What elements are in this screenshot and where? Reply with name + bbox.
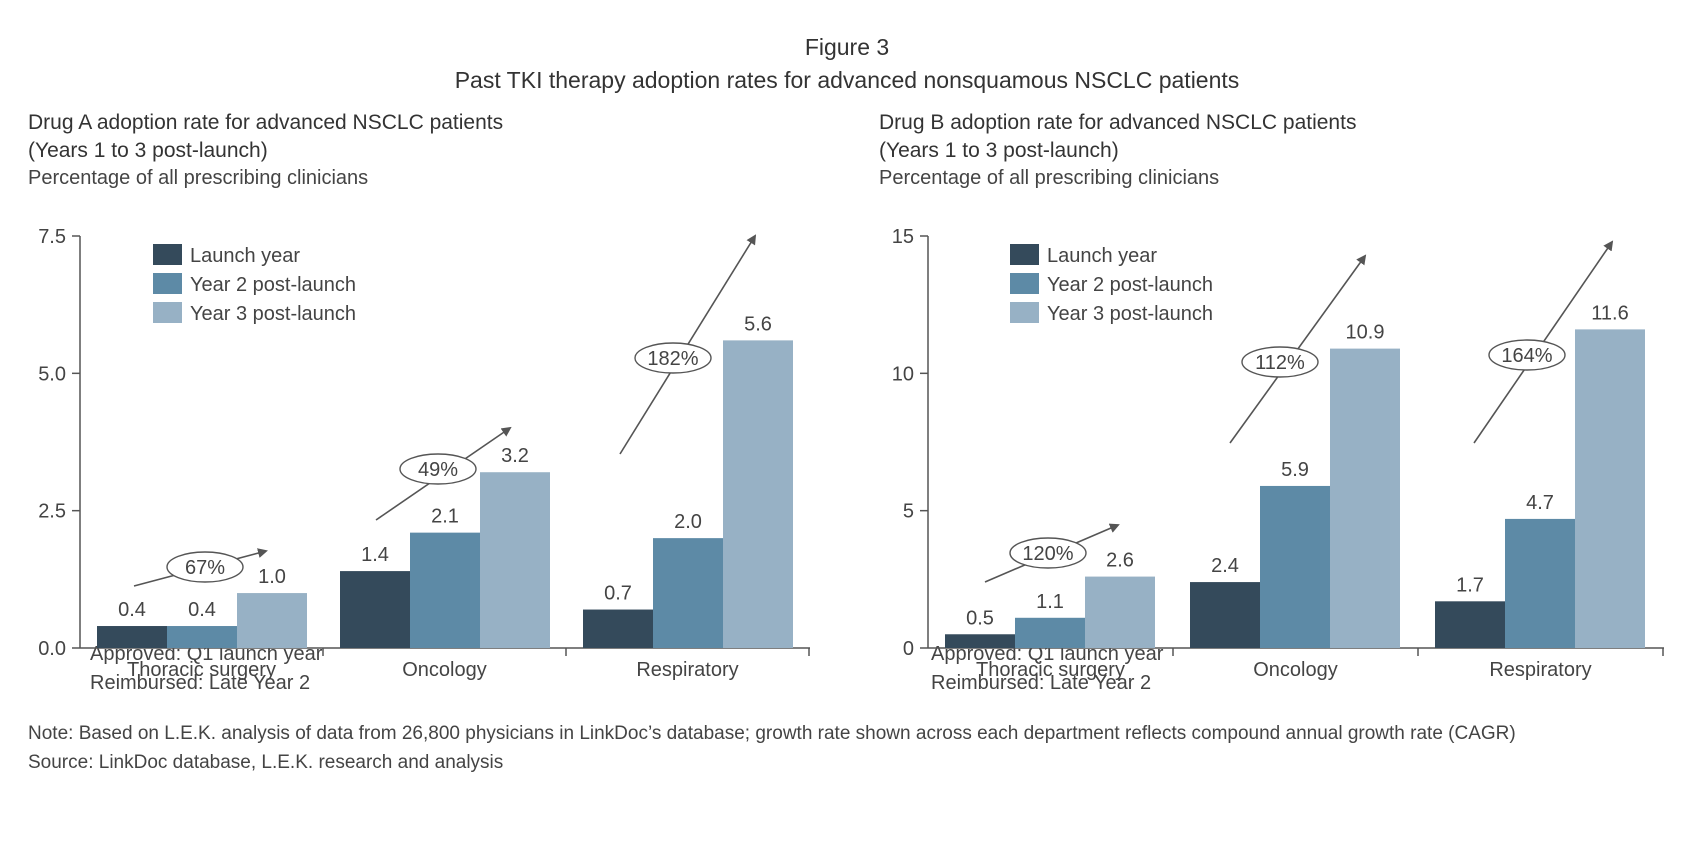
chart-b-bar-value-label: 2.4 [1211, 555, 1239, 577]
chart-b-bar-2-2 [1260, 485, 1330, 648]
chart-a-legend-label-2: Year 2 post-launch [190, 274, 356, 296]
chart-a-growth-label-2: 49% [418, 459, 458, 481]
chart-b-x-tick-label: Respiratory [1489, 659, 1591, 681]
chart-a-y-tick-label: 0.0 [38, 638, 66, 660]
figure-label: Figure 3 [804, 34, 890, 60]
chart-a-reimbursed-note: Reimbursed: Late Year 2 [90, 672, 311, 694]
chart-a-bar-1-2 [340, 571, 410, 648]
chart-a-bar-3-2 [480, 472, 550, 648]
chart-b-bar-1-2 [1190, 582, 1260, 648]
chart-b-growth-badge-3 [1488, 339, 1566, 371]
chart-a-growth-badge-1 [166, 551, 244, 583]
chart-a-growth-badge-2 [399, 453, 477, 485]
chart-a-ylabel: Percentage of all prescribing clinicians [28, 167, 369, 189]
chart-a-legend-label-3: Year 3 post-launch [190, 303, 356, 325]
chart-b-y-tick-label: 5 [903, 501, 914, 523]
chart-b-growth-badge-1 [1009, 537, 1087, 569]
chart-b-legend-swatch-2 [1010, 273, 1039, 294]
chart-a-bar-value-label: 2.0 [674, 511, 702, 533]
chart-b-legend-swatch-3 [1010, 302, 1039, 323]
chart-a-bar-value-label: 0.7 [604, 583, 632, 605]
chart-a-y-tick-label: 5.0 [38, 363, 66, 385]
chart-b-legend-label-3: Year 3 post-launch [1047, 303, 1213, 325]
chart-a-bar-value-label: 2.1 [431, 506, 459, 528]
chart-a-x-tick-label: Oncology [402, 659, 487, 681]
chart-b-bar-1-3 [1435, 601, 1505, 648]
chart-b-growth-label-2: 112% [1255, 352, 1305, 374]
chart-a-bar-value-label: 0.4 [118, 599, 146, 621]
chart-a-legend-swatch-1 [153, 244, 182, 265]
chart-a-growth-label-3: 182% [647, 348, 698, 370]
chart-b-bar-value-label: 0.5 [966, 607, 994, 629]
chart-b-x-tick-label: Oncology [1253, 659, 1338, 681]
chart-b-bar-value-label: 11.6 [1591, 302, 1628, 324]
chart-a-bar-2-2 [410, 532, 480, 648]
chart-a-legend-label-1: Launch year [190, 245, 300, 267]
chart-b-y-tick-label: 10 [892, 363, 914, 385]
chart-b-bar-value-label: 1.1 [1036, 591, 1064, 613]
chart-a-y-tick-label: 7.5 [38, 226, 66, 248]
chart-b-bar-value-label: 10.9 [1346, 322, 1385, 344]
chart-a-legend-swatch-2 [153, 273, 182, 294]
chart-a-bar-value-label: 0.4 [188, 599, 216, 621]
chart-b-legend-swatch-1 [1010, 244, 1039, 265]
chart-b-title: Drug B adoption rate for advanced NSCLC … [879, 111, 1357, 134]
chart-a-legend-swatch-3 [153, 302, 182, 323]
footer-note: Note: Based on L.E.K. analysis of data f… [28, 723, 1516, 744]
chart-a-bar-value-label: 5.6 [744, 313, 772, 335]
chart-b-bar-3-2 [1330, 348, 1400, 648]
chart-b-x-tick-label: Thoracic surgery [976, 659, 1125, 681]
chart-b-reimbursed-note: Reimbursed: Late Year 2 [931, 672, 1152, 694]
chart-a-y-tick-label: 2.5 [38, 501, 66, 523]
chart-a-title: Drug A adoption rate for advanced NSCLC … [28, 111, 504, 134]
chart-b-bar-2-3 [1505, 518, 1575, 648]
chart-b-growth-badge-2 [1241, 346, 1319, 378]
chart-b-bar-2-1 [1015, 617, 1085, 648]
chart-b-growth-label-3: 164% [1501, 345, 1552, 367]
chart-b-y-tick-label: 0 [903, 638, 914, 660]
chart-a-bar-3-1 [237, 593, 307, 648]
chart-b-growth-label-1: 120% [1022, 543, 1073, 565]
chart-b-bar-3-1 [1085, 576, 1155, 648]
chart-b-subtitle: (Years 1 to 3 post-launch) [879, 139, 1119, 162]
chart-a-bar-value-label: 3.2 [501, 445, 529, 467]
figure-title: Past TKI therapy adoption rates for adva… [454, 67, 1240, 93]
chart-b-bar-1-1 [945, 634, 1015, 648]
chart-a-bar-value-label: 1.0 [258, 566, 286, 588]
chart-b-bar-value-label: 4.7 [1526, 492, 1554, 514]
chart-b-bar-value-label: 1.7 [1456, 574, 1484, 596]
chart-a-x-tick-label: Respiratory [636, 659, 738, 681]
chart-a-bar-value-label: 1.4 [361, 544, 389, 566]
chart-b-ylabel: Percentage of all prescribing clinicians [879, 167, 1220, 189]
chart-b-bar-3-3 [1575, 329, 1645, 648]
chart-b-y-tick-label: 15 [892, 226, 914, 248]
chart-b-legend-label-2: Year 2 post-launch [1047, 274, 1213, 296]
footer-source: Source: LinkDoc database, L.E.K. researc… [28, 752, 504, 773]
chart-a-bar-1-1 [97, 626, 167, 648]
chart-a-x-tick-label: Thoracic surgery [127, 659, 276, 681]
chart-a-bar-1-3 [583, 609, 653, 648]
chart-a-bar-2-3 [653, 538, 723, 648]
chart-a-subtitle: (Years 1 to 3 post-launch) [28, 139, 268, 162]
chart-a-bar-3-3 [723, 340, 793, 648]
chart-a-bar-2-1 [167, 626, 237, 648]
chart-b-bar-value-label: 5.9 [1281, 459, 1309, 481]
chart-a-growth-badge-3 [634, 342, 712, 374]
chart-b-bar-value-label: 2.6 [1106, 550, 1134, 572]
chart-b-legend-label-1: Launch year [1047, 245, 1157, 267]
chart-a-growth-label-1: 67% [185, 557, 225, 579]
